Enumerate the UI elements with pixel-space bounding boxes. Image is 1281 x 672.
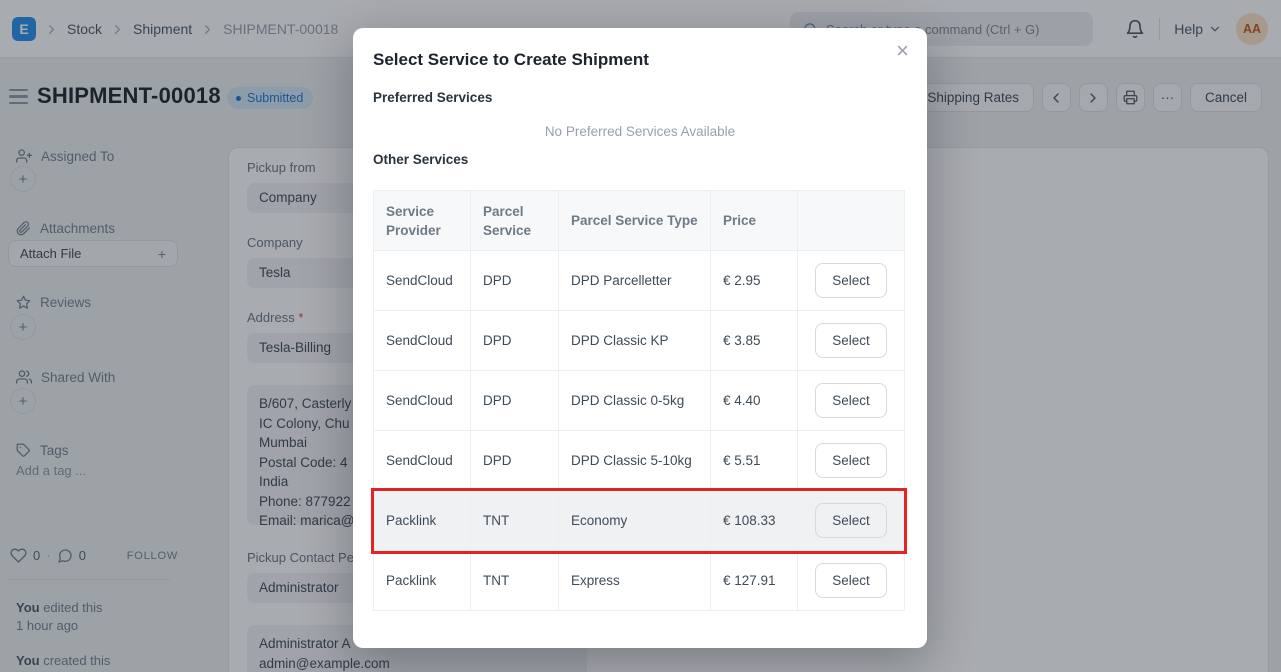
avatar[interactable]: AA bbox=[1236, 13, 1268, 45]
help-menu[interactable]: Help bbox=[1174, 21, 1222, 37]
table-row: Packlink TNT Express € 127.91 Select bbox=[374, 551, 904, 611]
printer-icon bbox=[1123, 90, 1138, 105]
add-assignment-button[interactable]: + bbox=[10, 166, 36, 192]
table-row: SendCloud DPD DPD Classic KP € 3.85 Sele… bbox=[374, 311, 904, 371]
comment-icon[interactable] bbox=[57, 548, 73, 564]
activity-created: You created this bbox=[16, 653, 111, 668]
preferred-services-heading: Preferred Services bbox=[373, 90, 493, 105]
modal-title: Select Service to Create Shipment bbox=[373, 50, 649, 69]
add-share-button[interactable]: + bbox=[10, 388, 36, 414]
next-document-button[interactable] bbox=[1078, 83, 1108, 112]
services-table: Service Provider Parcel Service Parcel S… bbox=[373, 190, 905, 611]
star-icon bbox=[16, 295, 31, 309]
add-tag-input[interactable]: Add a tag ... bbox=[16, 463, 87, 478]
status-dot-icon bbox=[236, 95, 241, 101]
col-action bbox=[798, 191, 904, 250]
chevron-left-icon bbox=[1053, 92, 1060, 103]
table-row: SendCloud DPD DPD Classic 0-5kg € 4.40 S… bbox=[374, 371, 904, 431]
navbar-right: Help AA bbox=[1125, 0, 1268, 58]
comment-count: 0 bbox=[78, 548, 86, 563]
divider bbox=[1159, 18, 1161, 40]
navbar: E Stock Shipment SHIPMENT-00018 Search o… bbox=[0, 0, 1281, 58]
select-button[interactable]: Select bbox=[815, 263, 887, 298]
select-button[interactable]: Select bbox=[815, 563, 887, 598]
select-service-modal: × Select Service to Create Shipment Pref… bbox=[353, 28, 927, 648]
attach-file-button[interactable]: Attach File + bbox=[8, 240, 178, 267]
chevron-right-icon bbox=[49, 24, 54, 34]
table-row: SendCloud DPD DPD Parcelletter € 2.95 Se… bbox=[374, 251, 904, 311]
sidebar-section-assigned-to: Assigned To bbox=[16, 148, 114, 164]
breadcrumb-stock[interactable]: Stock bbox=[67, 21, 103, 37]
prev-document-button[interactable] bbox=[1041, 83, 1071, 112]
activity-edited: You edited this 1 hour ago bbox=[16, 600, 103, 633]
breadcrumb-shipment[interactable]: Shipment bbox=[133, 21, 193, 37]
select-button[interactable]: Select bbox=[815, 443, 887, 478]
user-plus-icon bbox=[16, 149, 32, 163]
follow-button[interactable]: FOLLOW bbox=[126, 549, 178, 562]
table-row-highlighted: Packlink TNT Economy € 108.33 Select bbox=[374, 491, 904, 551]
help-label: Help bbox=[1174, 21, 1203, 37]
close-icon[interactable]: × bbox=[896, 38, 909, 63]
other-services-heading: Other Services bbox=[373, 152, 469, 167]
more-menu-button[interactable]: ··· bbox=[1152, 83, 1182, 112]
col-service-provider: Service Provider bbox=[374, 191, 471, 250]
like-count: 0 bbox=[33, 548, 41, 563]
select-button[interactable]: Select bbox=[815, 383, 887, 418]
required-mark: * bbox=[298, 310, 304, 325]
heart-icon[interactable] bbox=[10, 547, 27, 564]
bell-icon[interactable] bbox=[1125, 19, 1145, 39]
add-review-button[interactable]: + bbox=[10, 314, 36, 340]
breadcrumb-current[interactable]: SHIPMENT-00018 bbox=[223, 21, 339, 37]
status-badge: Submitted bbox=[227, 87, 314, 109]
pickup-contact-label: Pickup Contact Person bbox=[247, 550, 380, 565]
print-button[interactable] bbox=[1115, 83, 1145, 112]
breadcrumb: Stock Shipment SHIPMENT-00018 bbox=[44, 0, 342, 58]
sidebar-section-reviews: Reviews bbox=[16, 295, 91, 310]
select-button[interactable]: Select bbox=[815, 323, 887, 358]
sidebar-section-attachments: Attachments bbox=[16, 221, 115, 236]
divider bbox=[8, 579, 171, 580]
table-header-row: Service Provider Parcel Service Parcel S… bbox=[374, 191, 904, 251]
cancel-button[interactable]: Cancel bbox=[1189, 83, 1262, 112]
col-parcel-service-type: Parcel Service Type bbox=[559, 191, 711, 250]
col-parcel-service: Parcel Service bbox=[471, 191, 559, 250]
paperclip-icon bbox=[16, 221, 31, 236]
address-label: Address * bbox=[247, 310, 304, 325]
tag-icon bbox=[16, 443, 30, 457]
chevron-down-icon bbox=[1210, 26, 1220, 32]
plus-icon: + bbox=[157, 245, 166, 262]
chevron-right-icon bbox=[115, 24, 121, 34]
select-button[interactable]: Select bbox=[815, 503, 887, 538]
users-icon bbox=[16, 370, 32, 384]
company-label: Company bbox=[247, 235, 303, 250]
erpnext-logo[interactable]: E bbox=[12, 17, 36, 41]
no-preferred-services-text: No Preferred Services Available bbox=[544, 124, 736, 139]
sidebar-section-tags: Tags bbox=[16, 443, 69, 458]
chevron-right-icon bbox=[205, 24, 211, 34]
sidebar-section-shared-with: Shared With bbox=[16, 369, 115, 385]
menu-icon[interactable] bbox=[9, 89, 28, 104]
col-price: Price bbox=[711, 191, 798, 250]
pickup-from-label: Pickup from bbox=[247, 160, 316, 175]
dot-separator: · bbox=[46, 548, 51, 563]
chevron-right-icon bbox=[1090, 92, 1097, 103]
page-title: SHIPMENT-00018 bbox=[37, 83, 221, 108]
sidebar: Assigned To + Attachments Attach File + … bbox=[0, 147, 228, 672]
likes-row: 0 · 0 FOLLOW bbox=[10, 547, 178, 564]
table-row: SendCloud DPD DPD Classic 5-10kg € 5.51 … bbox=[374, 431, 904, 491]
activity-edited-time: 1 hour ago bbox=[16, 618, 79, 633]
